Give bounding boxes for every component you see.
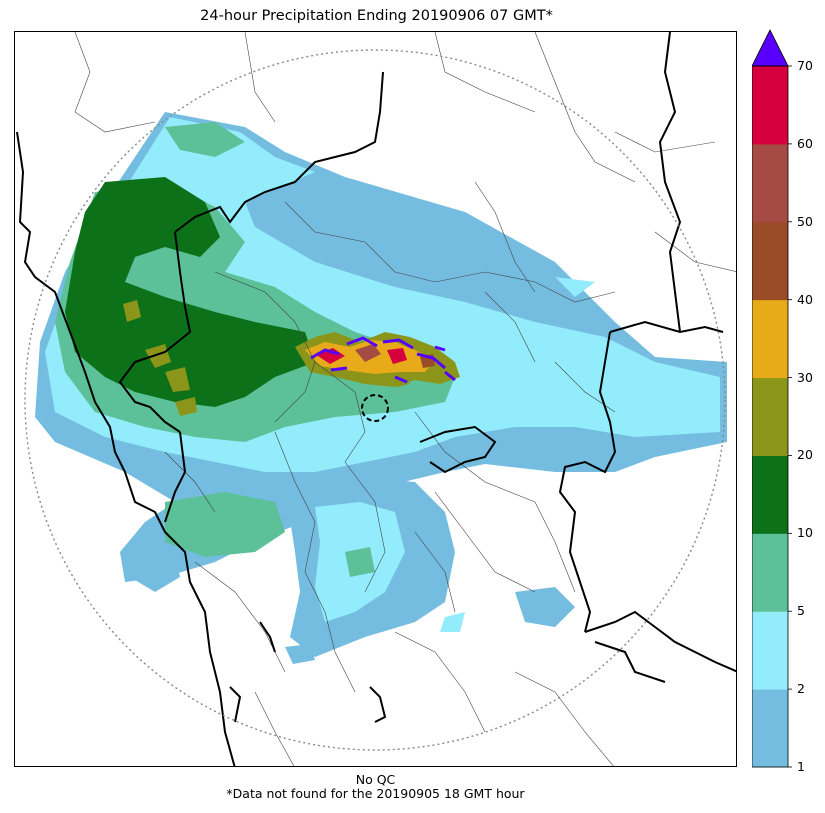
colorbar-tick-label: 5 [797, 603, 805, 619]
colorbar-tick-label: 10 [797, 525, 813, 541]
radar-map-canvas [16, 32, 736, 766]
state-boundaries [16, 32, 736, 766]
colorbar-segment [752, 221, 788, 301]
colorbar-tick-label: 50 [797, 213, 813, 229]
colorbar-tick-label: 40 [797, 291, 813, 307]
footer-missing-data-note: *Data not found for the 20190905 18 GMT … [226, 786, 525, 801]
colorbar-extend-arrow [752, 29, 789, 67]
radar-site-marker [361, 394, 389, 422]
precip-layer-10-20 [65, 177, 315, 407]
map-title: 24-hour Precipitation Ending 20190906 07… [200, 8, 553, 24]
colorbar-segment [752, 611, 788, 690]
colorbar-tick-label: 20 [797, 447, 813, 463]
footer-qc-note: No QC [355, 772, 396, 787]
district-boundaries [74, 32, 736, 766]
precip-layer-heavy-core [295, 332, 460, 387]
colorbar-segment [752, 689, 788, 768]
colorbar [752, 29, 792, 768]
colorbar-segment [752, 533, 788, 612]
colorbar-tick-label: 2 [797, 681, 805, 697]
colorbar-segment [752, 377, 788, 456]
colorbar-tick-label: 30 [797, 369, 813, 385]
colorbar-segment [752, 66, 788, 145]
colorbar-segment [752, 299, 788, 379]
colorbar-frame [752, 65, 789, 768]
colorbar-tick-label: 70 [797, 58, 813, 73]
radar-map [14, 31, 737, 767]
radar-range-ring [24, 49, 726, 751]
colorbar-segment [752, 143, 788, 223]
colorbar-tick-label: 60 [797, 135, 813, 151]
colorbar-segment [752, 455, 788, 534]
colorbar-tick-label: 1 [797, 759, 805, 774]
